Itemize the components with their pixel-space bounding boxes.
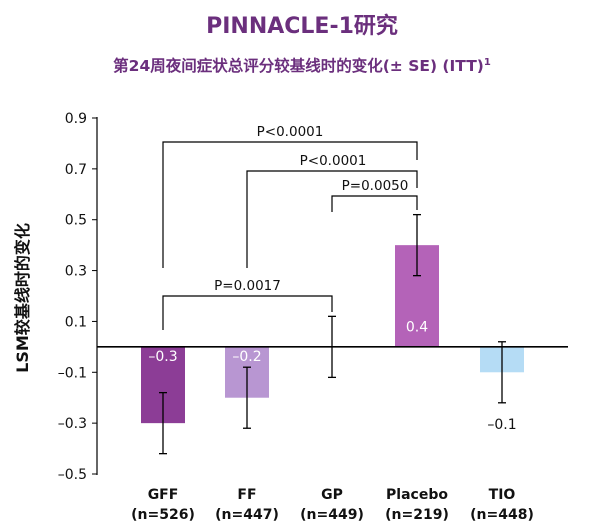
bar-value-label: –0.3 bbox=[148, 349, 177, 365]
x-tick-label-placebo: Placebo bbox=[386, 487, 448, 503]
p-value-label: P=0.0017 bbox=[214, 278, 281, 294]
bar-value-label: –0.1 bbox=[487, 417, 516, 433]
y-tick-label: –0.5 bbox=[58, 467, 87, 483]
p-value-label: P<0.0001 bbox=[300, 153, 367, 169]
p-value-label: P<0.0001 bbox=[257, 124, 324, 140]
p-value-label: P=0.0050 bbox=[342, 178, 409, 194]
y-tick-label: –0.1 bbox=[58, 365, 87, 381]
x-tick-label-ff: FF bbox=[237, 487, 256, 503]
y-tick-label: 0.7 bbox=[65, 162, 87, 178]
x-tick-label-gff: GFF bbox=[148, 487, 179, 503]
bar-value-label: –0.2 bbox=[232, 349, 261, 365]
x-tick-label-gp: GP bbox=[321, 487, 343, 503]
x-tick-sample-size: (n=526) bbox=[131, 507, 195, 523]
subtitle-text: 第24周夜间症状总评分较基线时的变化(± SE) (ITT) bbox=[113, 57, 484, 75]
y-tick-label: 0.9 bbox=[65, 111, 87, 127]
x-tick-sample-size: (n=447) bbox=[215, 507, 279, 523]
bar-value-label: 0.4 bbox=[406, 320, 428, 336]
chart-title: PINNACLE-1研究 bbox=[206, 14, 398, 39]
x-tick-sample-size: (n=449) bbox=[300, 507, 364, 523]
significance-bracket bbox=[162, 141, 418, 268]
significance-bracket bbox=[246, 170, 418, 268]
subtitle-reference: 1 bbox=[483, 56, 491, 68]
y-tick-label: 0.1 bbox=[65, 314, 87, 330]
x-tick-sample-size: (n=219) bbox=[385, 507, 449, 523]
y-axis-label: LSM较基线时的变化 bbox=[13, 223, 32, 373]
y-tick-label: 0.3 bbox=[65, 264, 87, 280]
x-tick-sample-size: (n=448) bbox=[470, 507, 534, 523]
y-tick-label: –0.3 bbox=[58, 416, 87, 432]
x-tick-label-tio: TIO bbox=[489, 487, 516, 503]
chart-subtitle: 第24周夜间症状总评分较基线时的变化(± SE) (ITT)1 bbox=[0, 54, 604, 76]
significance-bracket bbox=[162, 295, 333, 330]
significance-bracket bbox=[331, 195, 418, 212]
y-tick-label: 0.5 bbox=[65, 213, 87, 229]
